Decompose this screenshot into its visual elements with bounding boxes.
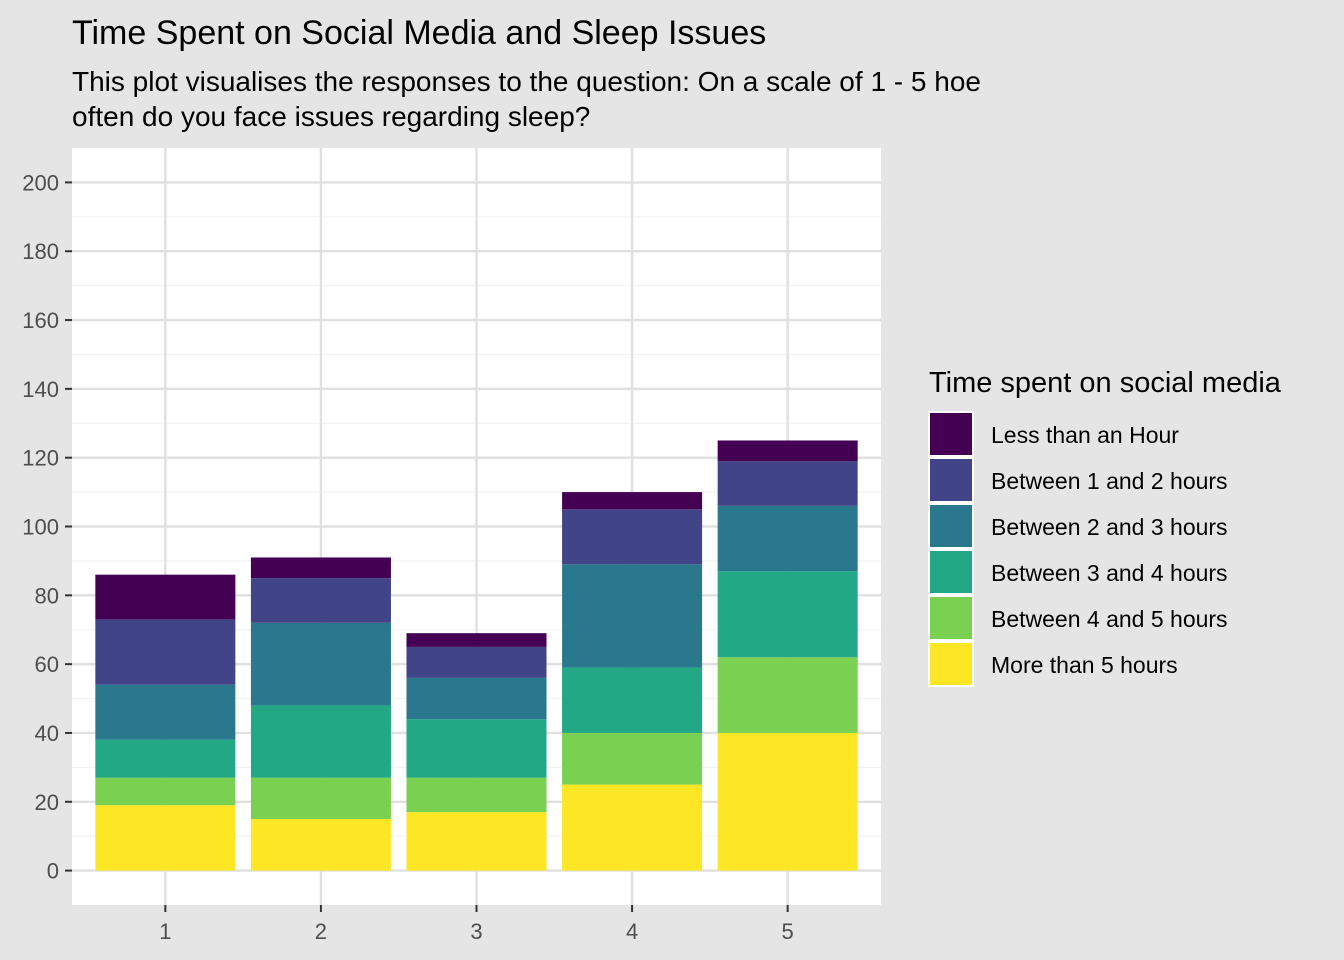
bar-segment bbox=[406, 777, 547, 813]
bar-segment bbox=[717, 732, 858, 871]
legend-key bbox=[928, 549, 974, 595]
y-tick-label: 160 bbox=[22, 308, 59, 333]
legend-label: Between 3 and 4 hours bbox=[991, 560, 1228, 586]
y-tick-label: 20 bbox=[35, 790, 59, 815]
y-tick-label: 0 bbox=[47, 859, 59, 884]
y-tick-label: 40 bbox=[35, 721, 59, 746]
bar-segment bbox=[406, 646, 547, 678]
bars bbox=[95, 440, 858, 871]
legend: Time spent on social media Less than an … bbox=[928, 367, 1282, 687]
bar-segment bbox=[717, 461, 858, 506]
bar-segment bbox=[95, 619, 236, 685]
bar-segment bbox=[250, 705, 391, 778]
legend-title: Time spent on social media bbox=[929, 367, 1282, 399]
bar-segment bbox=[717, 571, 858, 658]
bar-segment bbox=[250, 818, 391, 871]
x-tick-label: 3 bbox=[470, 919, 482, 944]
bar-segment bbox=[717, 440, 858, 462]
y-tick-label: 140 bbox=[22, 377, 59, 402]
bar-segment bbox=[95, 684, 236, 740]
legend-label: Between 2 and 3 hours bbox=[991, 514, 1228, 540]
legend-label: Between 4 and 5 hours bbox=[991, 606, 1228, 632]
bar-segment bbox=[562, 492, 703, 510]
bar-segment bbox=[562, 784, 703, 871]
bar-segment bbox=[250, 557, 391, 579]
bar-segment bbox=[406, 812, 547, 871]
chart-subtitle-line-2: often do you face issues regarding sleep… bbox=[72, 101, 590, 132]
bar-segment bbox=[406, 633, 547, 647]
chart-title: Time Spent on Social Media and Sleep Iss… bbox=[72, 14, 766, 52]
x-tick-label: 4 bbox=[626, 919, 638, 944]
bar-segment bbox=[250, 622, 391, 706]
bar-segment bbox=[95, 574, 236, 620]
x-tick-label: 1 bbox=[159, 919, 171, 944]
x-tick-label: 5 bbox=[782, 919, 794, 944]
y-axis: 0 20 40 60 80 100 120 140 160 180 200 bbox=[22, 170, 72, 884]
y-tick-label: 180 bbox=[22, 239, 59, 264]
legend-label: More than 5 hours bbox=[991, 652, 1178, 678]
bar-segment bbox=[717, 505, 858, 572]
bar-segment bbox=[250, 578, 391, 623]
legend-label: Between 1 and 2 hours bbox=[991, 468, 1228, 494]
legend-key bbox=[928, 411, 974, 457]
bar-segment bbox=[250, 777, 391, 819]
y-tick-label: 120 bbox=[22, 446, 59, 471]
legend-key bbox=[928, 595, 974, 641]
bar-segment bbox=[562, 732, 703, 785]
bar-segment bbox=[406, 719, 547, 778]
legend-key bbox=[928, 503, 974, 549]
legend-key bbox=[928, 641, 974, 687]
legend-label: Less than an Hour bbox=[991, 422, 1179, 448]
x-tick-label: 2 bbox=[315, 919, 327, 944]
x-axis: 1 2 3 4 5 bbox=[159, 905, 794, 944]
bar-segment bbox=[717, 657, 858, 733]
bar-segment bbox=[562, 564, 703, 668]
legend-key bbox=[928, 457, 974, 503]
bar-segment bbox=[562, 667, 703, 733]
y-tick-label: 200 bbox=[22, 170, 59, 195]
bar-segment bbox=[95, 805, 236, 871]
y-tick-label: 80 bbox=[35, 583, 59, 608]
bar-segment bbox=[95, 739, 236, 778]
y-tick-label: 60 bbox=[35, 652, 59, 677]
y-tick-label: 100 bbox=[22, 515, 59, 540]
chart-subtitle-line-1: This plot visualises the responses to th… bbox=[72, 66, 981, 97]
bar-segment bbox=[406, 677, 547, 720]
bar-segment bbox=[95, 777, 236, 806]
bar-segment bbox=[562, 509, 703, 565]
